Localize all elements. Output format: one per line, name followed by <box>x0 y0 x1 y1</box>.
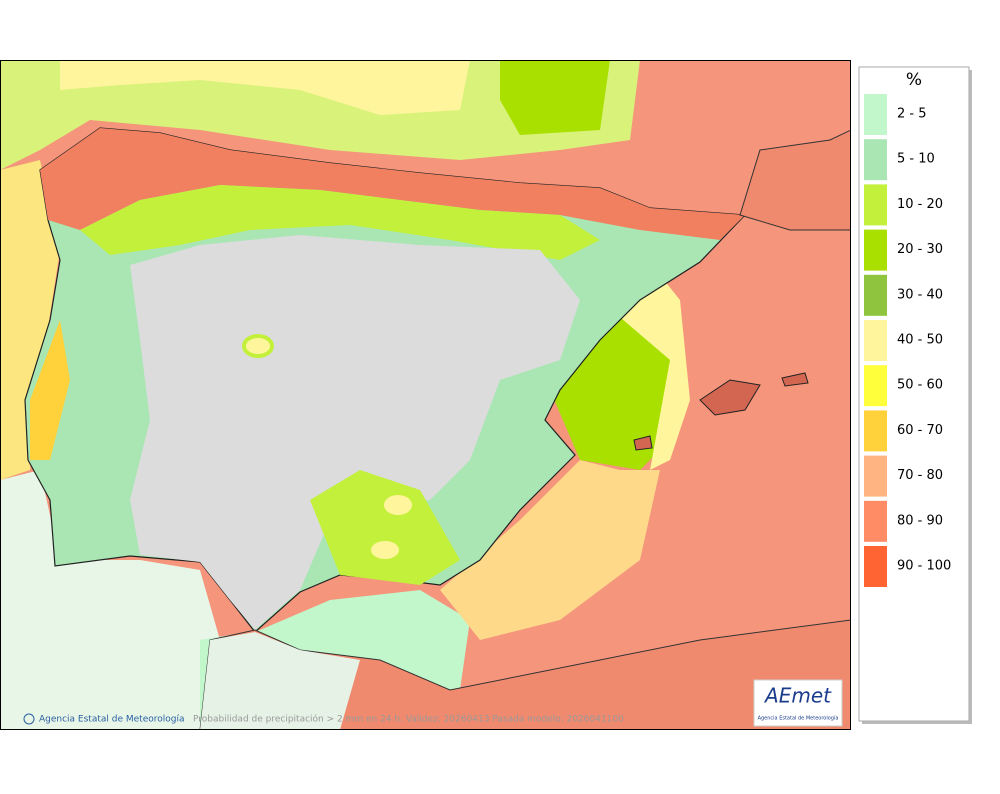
africa <box>200 632 360 730</box>
legend-label: 80 - 90 <box>897 513 943 528</box>
legend-swatch <box>864 184 887 226</box>
dry-interior <box>130 235 580 630</box>
map <box>0 60 851 730</box>
legend-label: 90 - 100 <box>897 559 951 574</box>
atlantic-field <box>0 470 220 730</box>
legend-title: % <box>906 70 922 90</box>
legend-label: 10 - 20 <box>897 197 943 212</box>
atlantic-field <box>0 160 60 480</box>
valencia-field <box>550 300 670 470</box>
legend-swatch <box>864 320 887 361</box>
copyright-icon <box>23 713 35 725</box>
legend-swatch <box>864 229 887 271</box>
legend-swatch <box>864 365 887 407</box>
legend-swatch <box>864 274 887 316</box>
alboran-field <box>440 460 660 640</box>
betic-field <box>384 495 412 515</box>
legend: % 2 - 5 5 - 10 10 - 20 20 - 30 30 - 40 40 - 5… <box>858 66 972 724</box>
north-coast <box>80 185 600 260</box>
logo-box <box>753 679 843 727</box>
legend-swatch <box>864 139 887 181</box>
north-coast <box>40 128 745 240</box>
legend-label: 40 - 50 <box>897 333 943 348</box>
legend-label: 60 - 70 <box>897 423 943 438</box>
menorca <box>781 372 809 387</box>
map-frame <box>0 60 851 730</box>
legend-label: 70 - 80 <box>897 468 943 483</box>
legend-swatch <box>864 500 887 542</box>
legend-swatch <box>864 410 887 452</box>
legend-label: 30 - 40 <box>897 287 943 302</box>
legend-label: 2 - 5 <box>897 107 927 122</box>
footer-credit: Agencia Estatal de Meteorología <box>39 715 185 725</box>
footer-caption: Probabilidad de precipitación > 2 mm en … <box>193 714 624 725</box>
north-field <box>0 60 640 170</box>
betic-field <box>371 541 399 559</box>
logo-mark: AEmet <box>763 684 832 708</box>
legend-swatch <box>864 94 887 135</box>
ibiza <box>633 435 653 451</box>
legend-label: 50 - 60 <box>897 378 943 393</box>
betic-field <box>310 470 460 585</box>
legend-label: 20 - 30 <box>897 242 943 257</box>
central-field <box>242 334 274 358</box>
france <box>739 129 851 231</box>
portugal-coast <box>30 320 70 460</box>
mallorca <box>699 379 761 416</box>
north-field <box>500 60 610 135</box>
legend-label: 5 - 10 <box>897 152 935 167</box>
legend-swatch <box>864 546 887 587</box>
logo-text: Agencia Estatal de Meteorología <box>758 715 839 722</box>
north-field <box>60 60 470 115</box>
africa <box>199 619 851 730</box>
legend-swatch <box>864 455 887 497</box>
